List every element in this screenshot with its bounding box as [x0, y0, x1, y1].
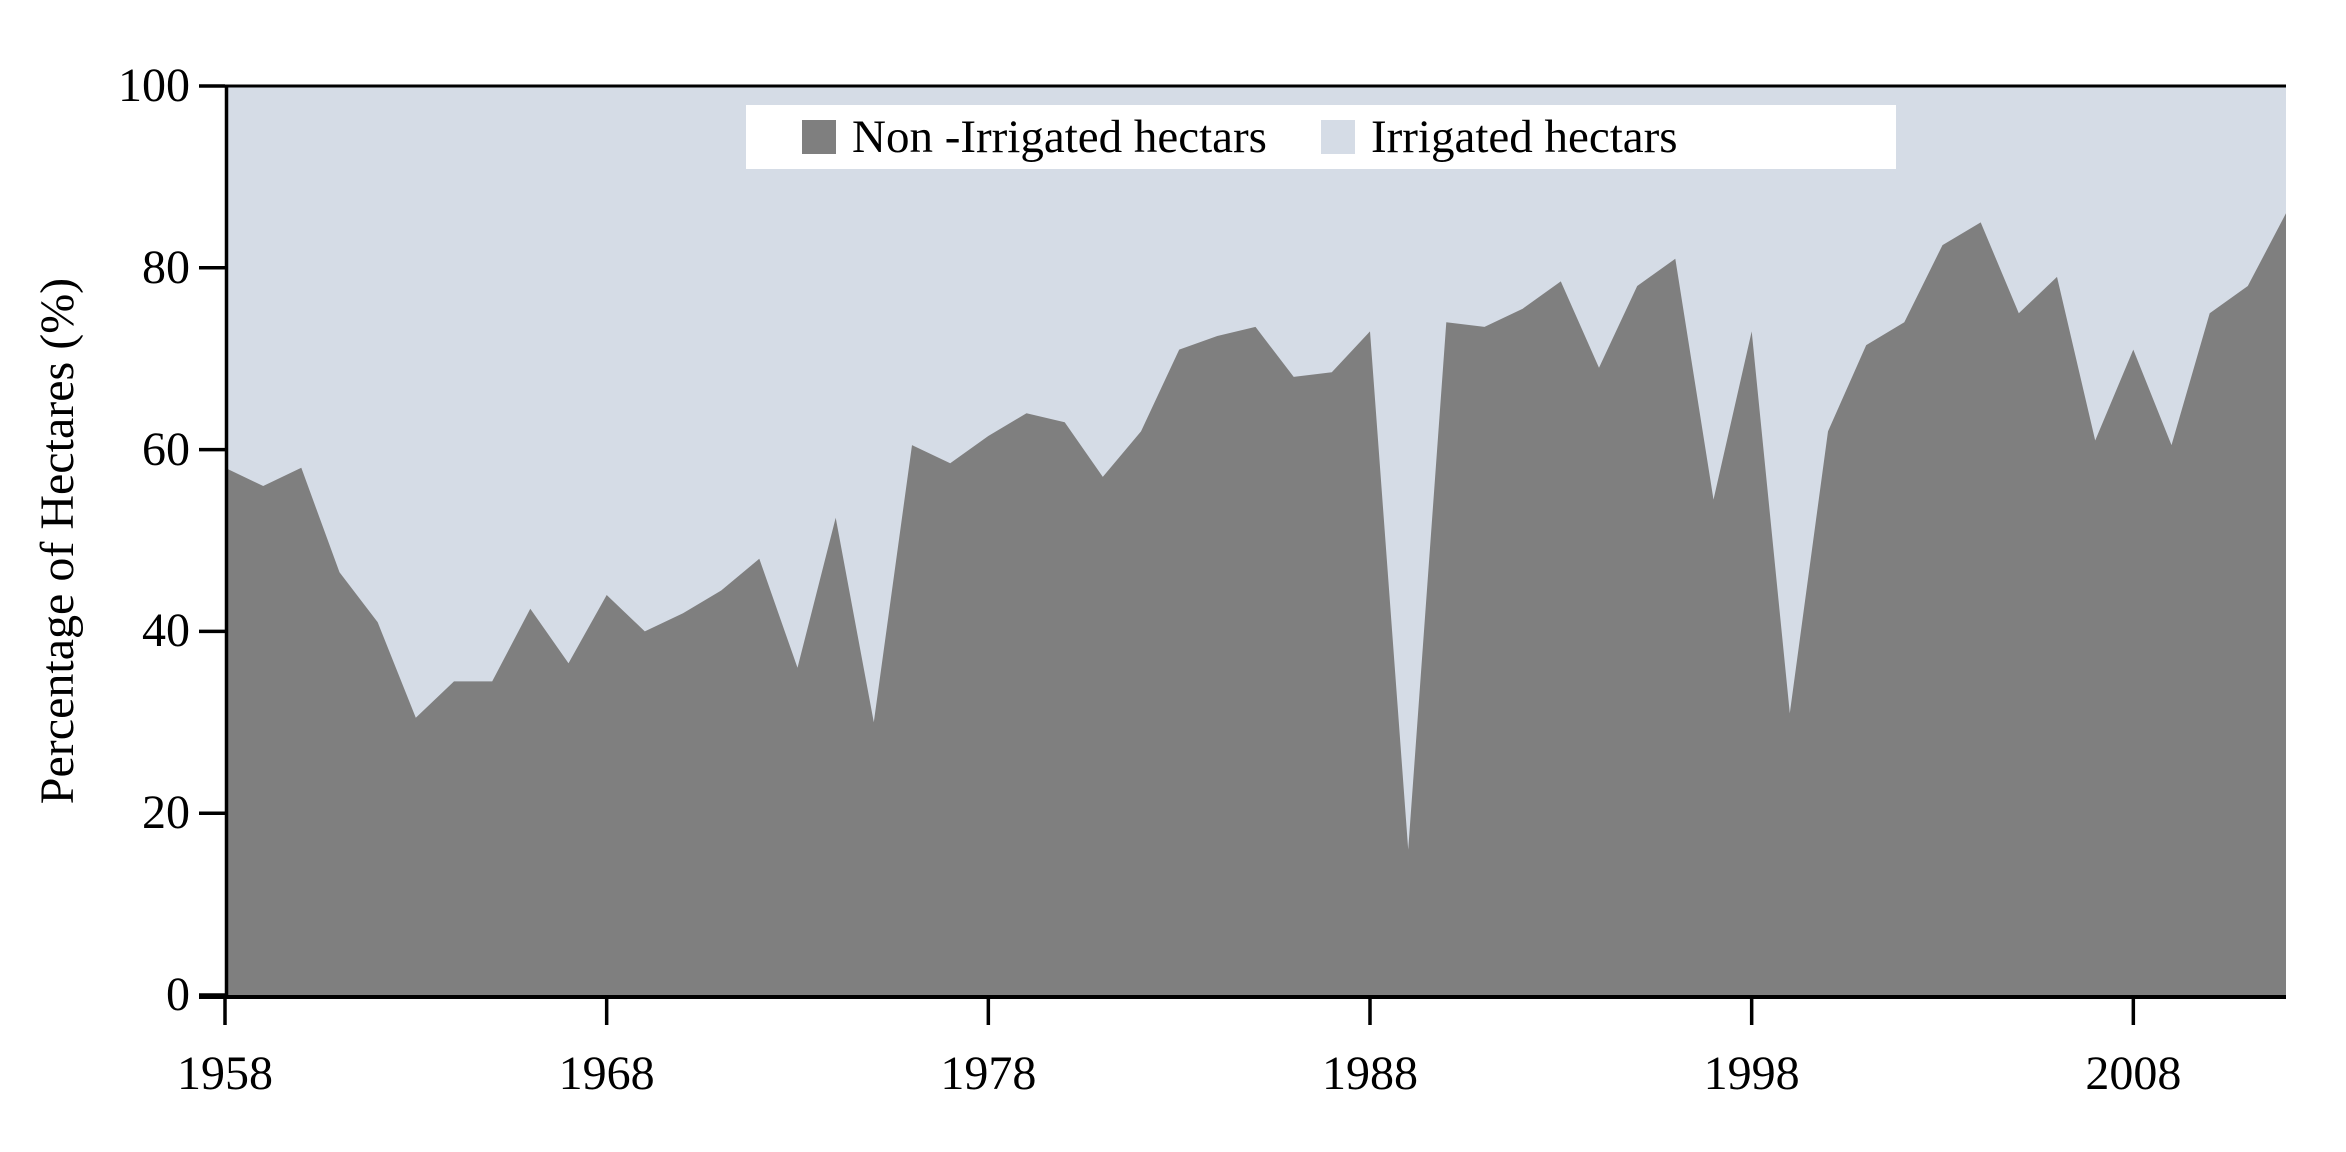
legend-swatch-non-irrigated-icon: [802, 120, 836, 154]
x-tick-label: 1958: [177, 1047, 273, 1100]
non-irrigated-area: [225, 213, 2286, 996]
x-tick-label: 1978: [940, 1047, 1037, 1100]
legend-label-irrigated: Irrigated hectars: [1370, 111, 1678, 163]
x-tick-label: 1988: [1322, 1047, 1418, 1100]
x-tick-label: 2008: [2085, 1047, 2182, 1100]
x-tick-label: 1998: [1703, 1047, 1800, 1100]
y-axis-title: Percentage of Hectares (%): [31, 277, 84, 805]
legend: Non -Irrigated hectars Irrigated hectars: [746, 105, 1896, 169]
y-tick-label: 100: [118, 59, 190, 112]
x-tick-label: 1968: [558, 1047, 655, 1100]
legend-label-non-irrigated: Non -Irrigated hectars: [852, 111, 1267, 163]
y-tick-label: 40: [142, 604, 190, 658]
y-tick-label: 60: [142, 422, 190, 476]
legend-swatch-irrigated-icon: [1320, 120, 1355, 154]
y-tick-label: 0: [166, 968, 190, 1021]
y-tick-label: 80: [142, 240, 190, 294]
y-tick-label: 20: [142, 786, 190, 840]
